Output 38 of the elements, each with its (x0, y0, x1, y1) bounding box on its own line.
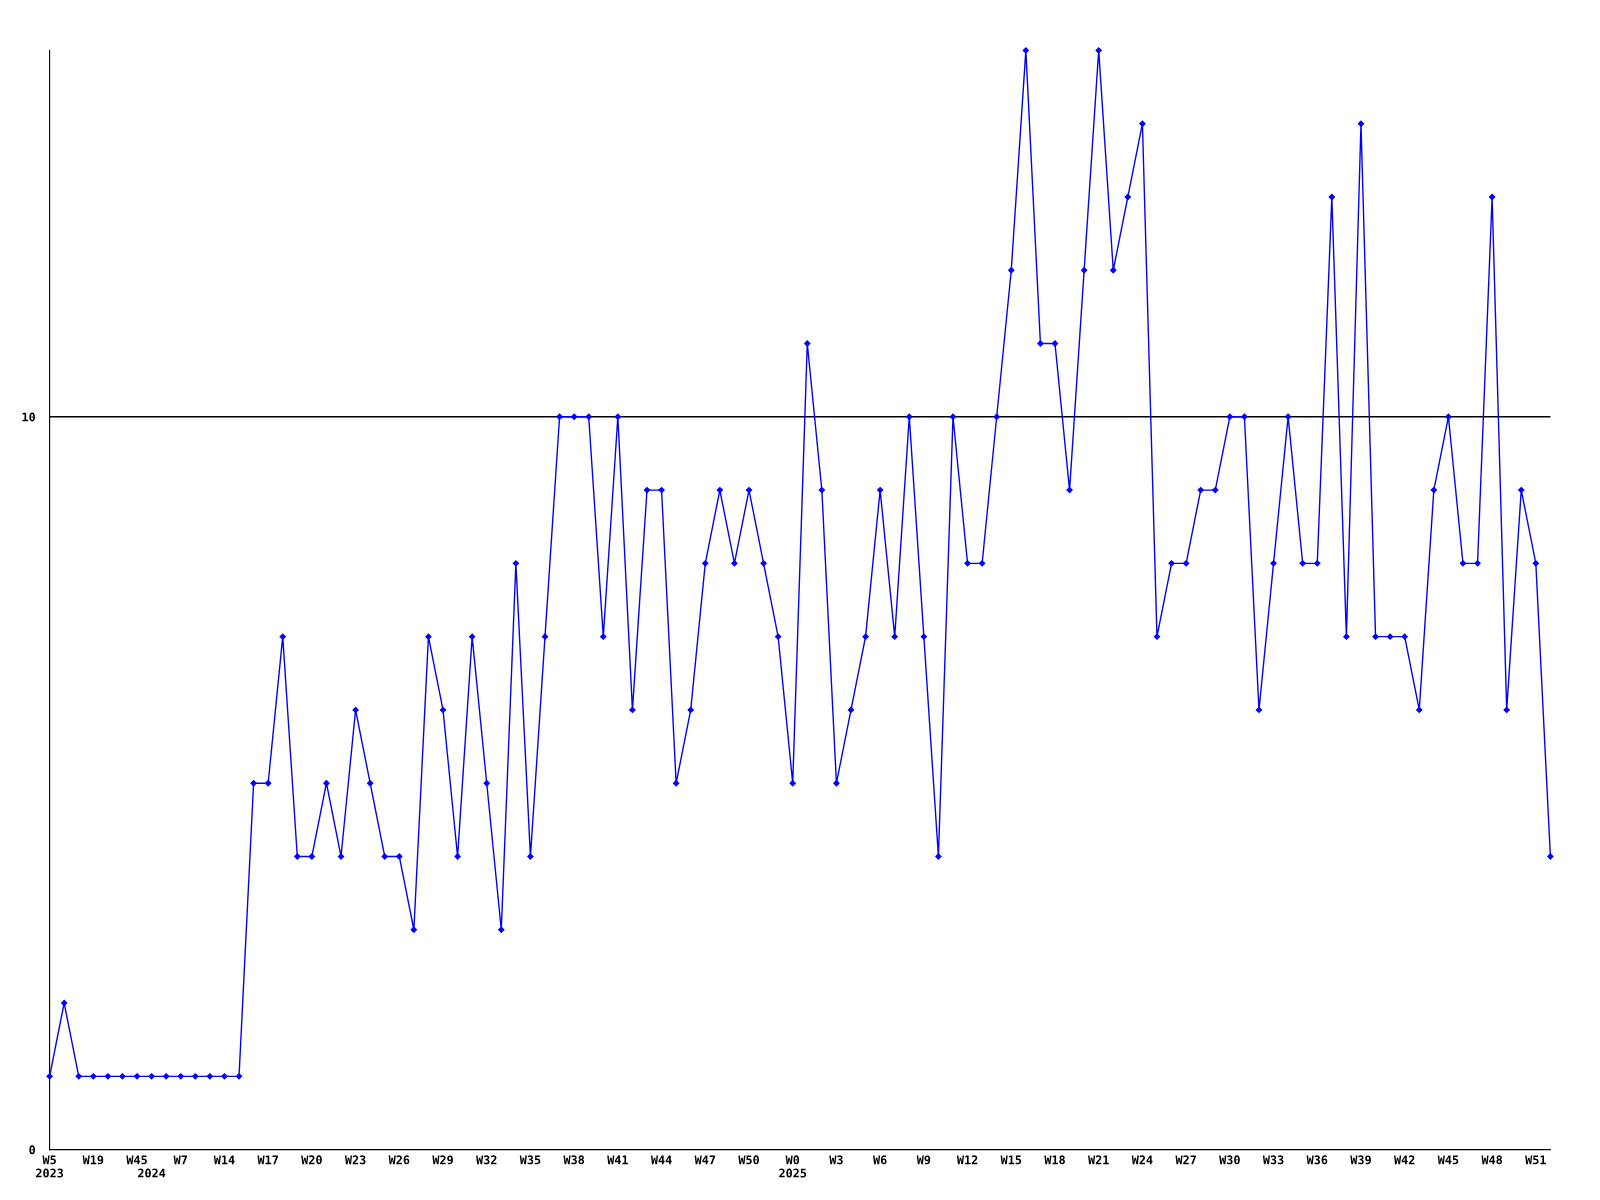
x-tick-label: W20 (301, 1155, 322, 1165)
x-tick-label: W19 (82, 1155, 104, 1165)
x-tick-label: W23 (344, 1155, 366, 1165)
x-tick-label: W35 (519, 1155, 541, 1165)
y-tick-label: 0 (29, 1145, 35, 1155)
x-tick-label: W45 (126, 1155, 147, 1165)
x-tick-label: W29 (432, 1155, 453, 1165)
x-tick-label: W48 (1481, 1155, 1503, 1165)
x-tick-label: W18 (1044, 1155, 1065, 1165)
x-tick-label: W44 (650, 1155, 672, 1165)
x-tick-label: W45 (1437, 1155, 1459, 1165)
x-tick-label: W33 (1262, 1155, 1284, 1165)
x-tick-label: W21 (1088, 1155, 1109, 1165)
x-tick-label: W9 (916, 1155, 931, 1165)
x-tick-label: W6 (873, 1155, 887, 1165)
x-tick-label: W38 (563, 1155, 585, 1165)
x-tick-label: W42 (1394, 1155, 1415, 1165)
x-tick-label: W47 (694, 1155, 716, 1165)
y-tick-label: 10 (22, 412, 35, 422)
x-tick-label: W27 (1175, 1155, 1196, 1165)
x-tick-label: W30 (1219, 1155, 1240, 1165)
x-tick-label: W5 2023 (36, 1155, 64, 1178)
x-tick-label: W26 (388, 1155, 410, 1165)
x-tick-label: W0 2025 (779, 1155, 807, 1178)
x-tick-label: W7 (173, 1155, 187, 1165)
x-tick-label: W12 (956, 1155, 978, 1165)
x-tick-label: W3 (829, 1155, 843, 1165)
x-tick-label: 2024 (138, 1168, 166, 1178)
x-tick-label: W51 (1525, 1155, 1546, 1165)
x-tick-label: W24 (1131, 1155, 1153, 1165)
x-tick-label: W15 (1000, 1155, 1022, 1165)
x-tick-label: W32 (476, 1155, 497, 1165)
x-tick-label: W14 (213, 1155, 235, 1165)
x-tick-label: W39 (1350, 1155, 1371, 1165)
x-tick-label: W50 (738, 1155, 759, 1165)
x-tick-label: W17 (257, 1155, 278, 1165)
x-tick-label: W36 (1306, 1155, 1328, 1165)
x-tick-label: W41 (607, 1155, 628, 1165)
